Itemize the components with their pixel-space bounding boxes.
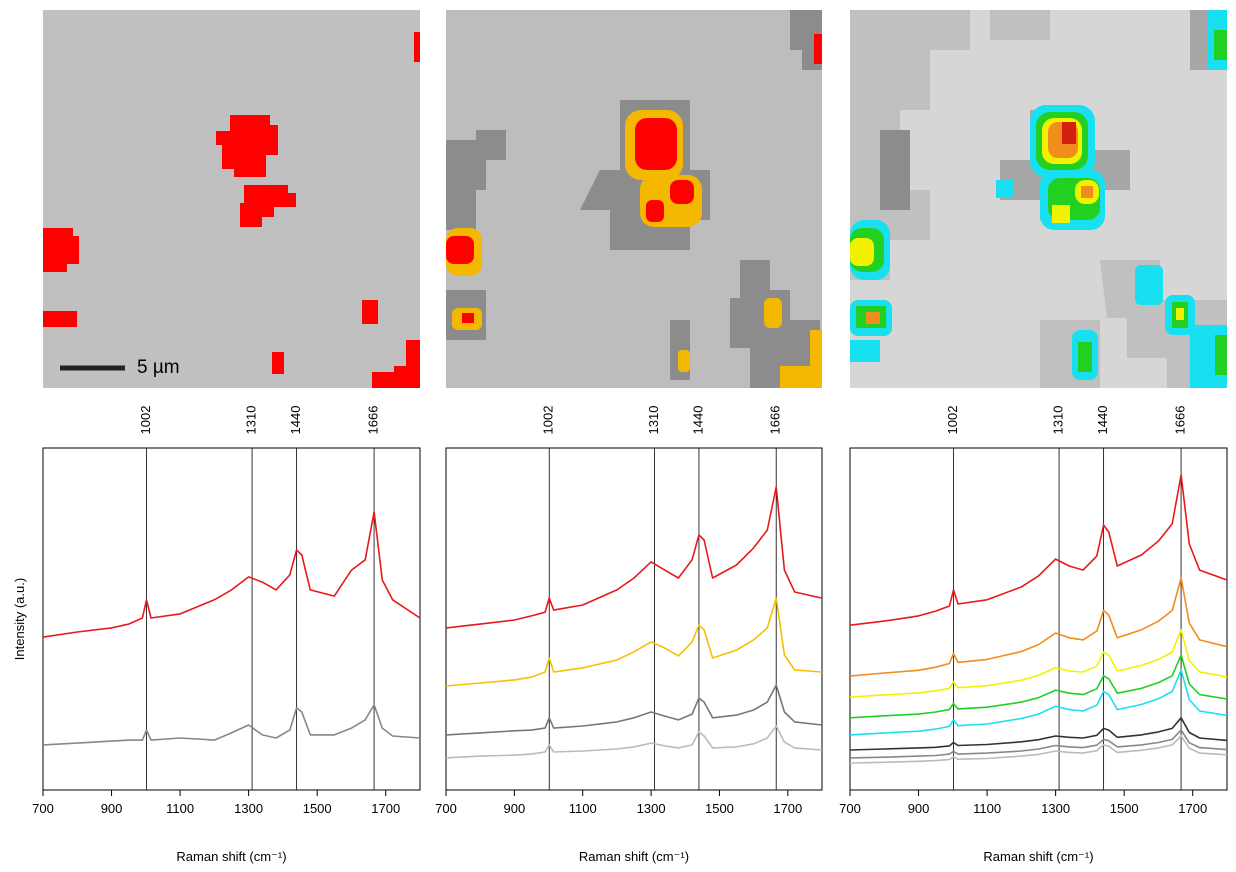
reference-label: 1440 <box>690 406 705 435</box>
x-tick-label: 1300 <box>637 801 666 816</box>
x-tick-label: 1300 <box>1041 801 1070 816</box>
spectrum-line <box>849 629 1228 698</box>
reference-label: 1002 <box>945 406 960 435</box>
y-axis-label: Intensity (a.u.) <box>12 578 27 660</box>
x-tick-label: 700 <box>435 801 457 816</box>
plot-frame <box>849 447 1228 791</box>
reference-label: 1310 <box>244 406 259 435</box>
x-tick-label: 900 <box>101 801 123 816</box>
reference-label: 1310 <box>646 406 661 435</box>
spectrum-line <box>849 474 1228 626</box>
map-3 <box>850 10 1227 388</box>
spectrum-line <box>445 486 823 629</box>
reference-label: 1666 <box>1173 406 1188 435</box>
reference-label: 1440 <box>1095 406 1110 435</box>
x-tick-label: 900 <box>504 801 526 816</box>
x-axis-label: Raman shift (cm⁻¹) <box>579 849 689 864</box>
x-tick-label: 1500 <box>1110 801 1139 816</box>
x-axis-label: Raman shift (cm⁻¹) <box>983 849 1093 864</box>
plot-frame <box>445 447 823 791</box>
x-tick-label: 1700 <box>1178 801 1207 816</box>
spectrum-line <box>849 735 1228 764</box>
spectrum-line <box>445 684 823 736</box>
x-axis-label: Raman shift (cm⁻¹) <box>176 849 286 864</box>
x-tick-label: 1500 <box>303 801 332 816</box>
x-tick-label: 1100 <box>973 801 1001 816</box>
plot-frame <box>42 447 421 791</box>
reference-label: 1440 <box>288 406 303 435</box>
map-1: 5 µm <box>43 10 420 388</box>
spectrum-line <box>445 725 823 759</box>
map-2 <box>446 10 822 388</box>
reference-label: 1002 <box>138 406 153 435</box>
spectrum-line <box>849 717 1228 751</box>
spectrum-line <box>849 654 1228 719</box>
x-tick-label: 1700 <box>773 801 802 816</box>
x-tick-label: 700 <box>839 801 861 816</box>
scale-bar-label: 5 µm <box>137 357 180 378</box>
x-tick-label: 1300 <box>234 801 263 816</box>
reference-label: 1666 <box>768 406 783 435</box>
spectrum-line <box>849 669 1228 736</box>
reference-label: 1002 <box>541 406 556 435</box>
spectrum-line <box>42 511 421 638</box>
x-tick-label: 900 <box>908 801 930 816</box>
reference-label: 1310 <box>1051 406 1066 435</box>
x-tick-label: 1700 <box>371 801 400 816</box>
spectrum-line <box>445 597 823 687</box>
spectrum-line <box>849 577 1228 677</box>
spectrum-line <box>849 729 1228 759</box>
reference-label: 1666 <box>366 406 381 435</box>
x-tick-label: 1100 <box>569 801 597 816</box>
x-tick-label: 1100 <box>166 801 194 816</box>
x-tick-label: 1500 <box>705 801 734 816</box>
spectrum-line <box>42 704 421 746</box>
x-tick-label: 700 <box>32 801 54 816</box>
